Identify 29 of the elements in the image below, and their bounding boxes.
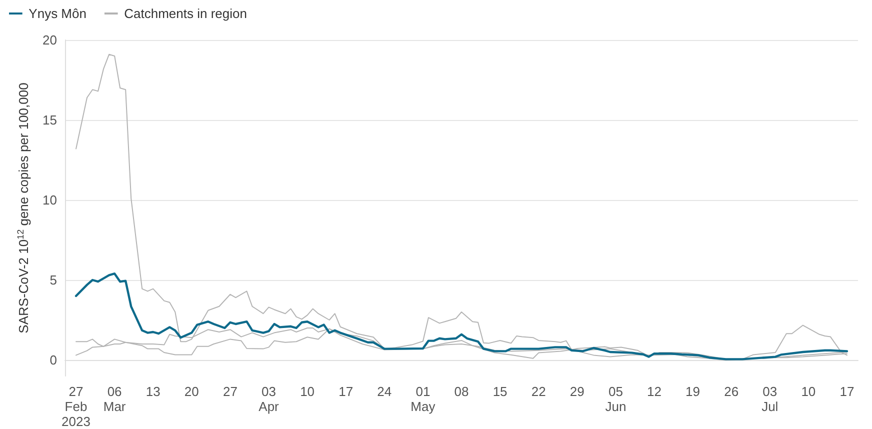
x-tick-label: 27 Feb 2023 (62, 384, 90, 429)
x-tick-label: 26 (724, 384, 739, 399)
x-tick-label: 19 (686, 384, 700, 399)
x-tick-label: 12 (647, 384, 662, 399)
y-axis-title: SARS-CoV-2 1012 gene copies per 100,000 (16, 82, 31, 334)
y-tick-label: 15 (42, 112, 57, 128)
x-tick-label: 10 (300, 384, 315, 399)
x-tick-label: 03 Jul (762, 384, 778, 414)
legend-label: Catchments in region (124, 6, 247, 21)
x-tick-label: 01 May (410, 384, 436, 414)
x-tick-label: 15 (492, 384, 508, 399)
x-tick-label: 05 Jun (605, 384, 626, 414)
x-tick-label: 17 (338, 384, 354, 399)
y-tick-label: 0 (50, 352, 57, 368)
x-tick-label: 24 (377, 384, 392, 399)
legend-label: Ynys Môn (28, 6, 86, 21)
x-tick-label: 17 (840, 384, 854, 399)
y-tick-label: 5 (50, 272, 57, 288)
x-tick-label: 10 (801, 384, 816, 399)
x-tick-label: 22 (531, 384, 546, 399)
x-tick-label: 29 (570, 384, 584, 399)
y-tick-label: 10 (42, 192, 57, 208)
x-tick-label: 08 (454, 384, 469, 399)
x-tick-label: 27 (222, 384, 238, 399)
x-tick-label: 06 Mar (103, 384, 126, 414)
x-tick-label: 13 (146, 384, 160, 399)
x-tick-label: 03 Apr (258, 384, 280, 414)
y-tick-label: 20 (42, 32, 57, 48)
x-tick-label: 20 (184, 384, 199, 399)
